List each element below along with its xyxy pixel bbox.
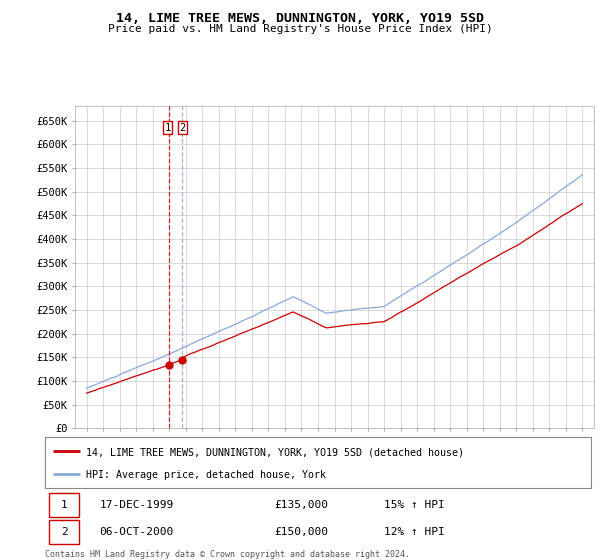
- FancyBboxPatch shape: [49, 520, 79, 544]
- Text: 2: 2: [61, 528, 67, 537]
- Text: HPI: Average price, detached house, York: HPI: Average price, detached house, York: [86, 470, 326, 480]
- Text: 12% ↑ HPI: 12% ↑ HPI: [383, 528, 444, 537]
- Text: 2: 2: [179, 123, 186, 133]
- Text: £150,000: £150,000: [274, 528, 328, 537]
- Text: Price paid vs. HM Land Registry's House Price Index (HPI): Price paid vs. HM Land Registry's House …: [107, 24, 493, 34]
- Text: 06-OCT-2000: 06-OCT-2000: [100, 528, 174, 537]
- Text: 14, LIME TREE MEWS, DUNNINGTON, YORK, YO19 5SD (detached house): 14, LIME TREE MEWS, DUNNINGTON, YORK, YO…: [86, 447, 464, 458]
- Text: 15% ↑ HPI: 15% ↑ HPI: [383, 500, 444, 510]
- Text: 1: 1: [61, 500, 67, 510]
- Text: 14, LIME TREE MEWS, DUNNINGTON, YORK, YO19 5SD: 14, LIME TREE MEWS, DUNNINGTON, YORK, YO…: [116, 12, 484, 25]
- FancyBboxPatch shape: [49, 493, 79, 517]
- Text: Contains HM Land Registry data © Crown copyright and database right 2024.
This d: Contains HM Land Registry data © Crown c…: [45, 550, 410, 560]
- Text: £135,000: £135,000: [274, 500, 328, 510]
- Text: 1: 1: [164, 123, 171, 133]
- Text: 17-DEC-1999: 17-DEC-1999: [100, 500, 174, 510]
